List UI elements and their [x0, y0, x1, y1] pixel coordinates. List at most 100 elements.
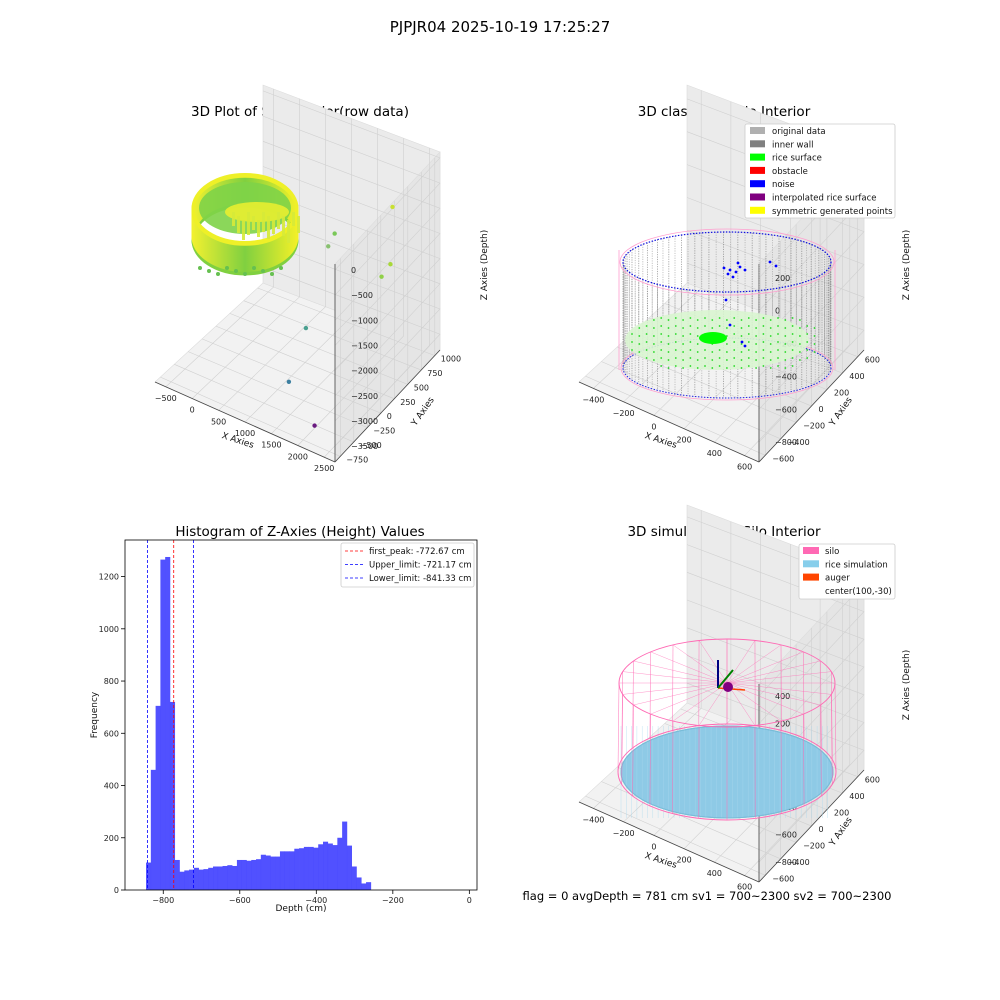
rice-point: [207, 269, 211, 273]
x-gridline: [191, 98, 300, 399]
rice-surface-point: [791, 325, 794, 327]
rice-surface-point: [689, 357, 692, 359]
histogram-bar: [146, 862, 152, 890]
z-tick-label: −600: [775, 830, 797, 839]
silo-wall-line: [820, 704, 822, 797]
rice-surface-point: [645, 341, 648, 343]
silo-roof-line: [622, 682, 728, 695]
silo-roof-line: [726, 651, 804, 684]
noise-point: [724, 298, 728, 302]
silo-roof-line: [726, 682, 821, 706]
silo-wall-line: [834, 682, 837, 773]
z-tick-label: 200: [775, 274, 790, 283]
rice-point-band: [191, 173, 299, 244]
rice-surface-point: [704, 349, 706, 351]
z-tick-label: −2500: [351, 392, 378, 401]
rice-surface-point: [769, 327, 772, 329]
legend-swatch: [750, 140, 765, 148]
rice-surface-point: [645, 349, 648, 351]
rice-surface-point: [740, 327, 743, 329]
rice-surface-point: [740, 343, 743, 345]
outlier-point: [286, 379, 292, 385]
rice-surface-point: [777, 341, 779, 343]
rice-surface-point: [696, 351, 699, 353]
rice-surface-point: [718, 365, 721, 367]
rice-surface-point: [718, 317, 721, 319]
silo-wall-line: [649, 714, 651, 806]
rice-surface-point: [667, 327, 670, 329]
x-tick-label: −400: [305, 896, 327, 905]
rice-surface-point: [791, 357, 794, 359]
rice-surface-point: [799, 359, 801, 361]
histogram-bar: [169, 701, 176, 890]
histogram-bar: [174, 859, 180, 890]
z-gridline: [686, 544, 865, 724]
rice-surface-point: [696, 327, 699, 329]
rice-surface-point: [762, 365, 765, 367]
rice-surface-point: [799, 343, 801, 345]
x-tick-label: −400: [582, 815, 604, 824]
z-gridline: [262, 266, 441, 447]
rice-surface-point: [631, 333, 633, 335]
silo-wall-line: [672, 644, 674, 731]
depth-histogram: −800 −600 −400 −200 0 0 200 400 600 800 1000 1200 De…: [90, 539, 478, 914]
plot-frame: [124, 539, 478, 891]
rice-point-cluster: [252, 216, 255, 230]
histogram-bar: [251, 859, 257, 890]
legend-label: interpolated rice surface: [772, 194, 877, 204]
histogram-bar: [213, 866, 219, 890]
y-tick-label: 400: [849, 792, 864, 801]
noise-point: [743, 344, 747, 348]
rice-surface-point: [747, 333, 750, 335]
rice-surface-point: [726, 367, 728, 369]
rice-surface-point: [755, 327, 757, 329]
histogram-bar: [327, 843, 333, 890]
rice-surface-point: [791, 341, 794, 343]
rice-point-cluster: [297, 216, 300, 233]
y-tick-label: 200: [834, 809, 849, 818]
rice-surface-point: [711, 351, 714, 353]
rice-surface-point: [747, 317, 750, 319]
rice-surface-point: [769, 335, 772, 337]
silo-roof-line: [726, 671, 832, 684]
y-tick-label: 600: [865, 776, 880, 785]
noise-point: [734, 270, 738, 274]
rice-surface-point: [733, 325, 736, 327]
z-gridline: [262, 241, 441, 422]
histogram-bar: [193, 867, 199, 890]
legend-label: rice surface: [772, 154, 822, 164]
histogram-bar: [342, 821, 348, 890]
y-tick-label: 0: [819, 405, 824, 414]
rice-surface-highlight: [225, 202, 289, 222]
z-gridline: [686, 230, 865, 410]
x-gridline: [271, 128, 378, 434]
rice-surface-point: [674, 357, 677, 359]
x-gridline: [165, 89, 274, 388]
rice-surface-point: [769, 343, 772, 345]
rice-surface-point: [762, 317, 765, 319]
histogram-bar: [217, 866, 223, 890]
histogram-bar: [232, 865, 238, 890]
rice-surface-point: [740, 319, 743, 321]
rice-surface-point: [689, 317, 692, 319]
rice-surface-point: [762, 333, 765, 335]
z-tick-label: 0: [775, 307, 780, 316]
original-data-ring: [619, 228, 835, 296]
y-axis-label: Y Axies: [827, 395, 855, 428]
rice-surface-point: [704, 325, 706, 327]
z-tick-label: −2000: [351, 367, 378, 376]
rice-surface-point: [645, 357, 648, 359]
rice-surface-point: [696, 359, 699, 361]
z-tick-label: −600: [775, 405, 797, 414]
rice-surface-point: [769, 367, 772, 369]
rice-surface-point: [813, 343, 816, 345]
outlier-point: [312, 423, 317, 428]
histogram-bar: [279, 851, 286, 890]
rice-surface-point: [784, 335, 787, 337]
legend-swatch: [803, 560, 819, 568]
legend-label: center(100,-30): [825, 587, 892, 597]
rice-surface-point: [667, 367, 670, 369]
rice-surface-point: [645, 325, 648, 327]
rice-surface-point: [645, 333, 648, 335]
rice-surface-point: [660, 317, 663, 319]
